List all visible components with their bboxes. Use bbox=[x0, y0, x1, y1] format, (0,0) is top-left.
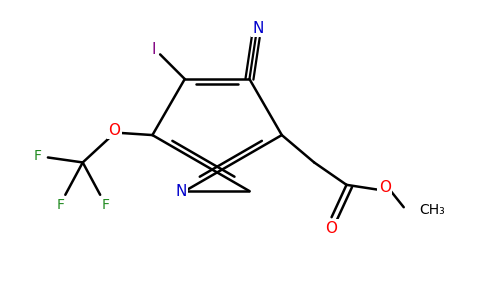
Text: O: O bbox=[326, 220, 337, 236]
Text: O: O bbox=[108, 123, 120, 138]
Text: O: O bbox=[379, 180, 391, 195]
Text: CH₃: CH₃ bbox=[420, 203, 445, 217]
Text: I: I bbox=[152, 42, 156, 57]
Text: F: F bbox=[34, 149, 42, 164]
Text: N: N bbox=[175, 184, 186, 199]
Text: N: N bbox=[253, 21, 264, 36]
Text: F: F bbox=[101, 198, 109, 212]
Text: F: F bbox=[56, 198, 64, 212]
